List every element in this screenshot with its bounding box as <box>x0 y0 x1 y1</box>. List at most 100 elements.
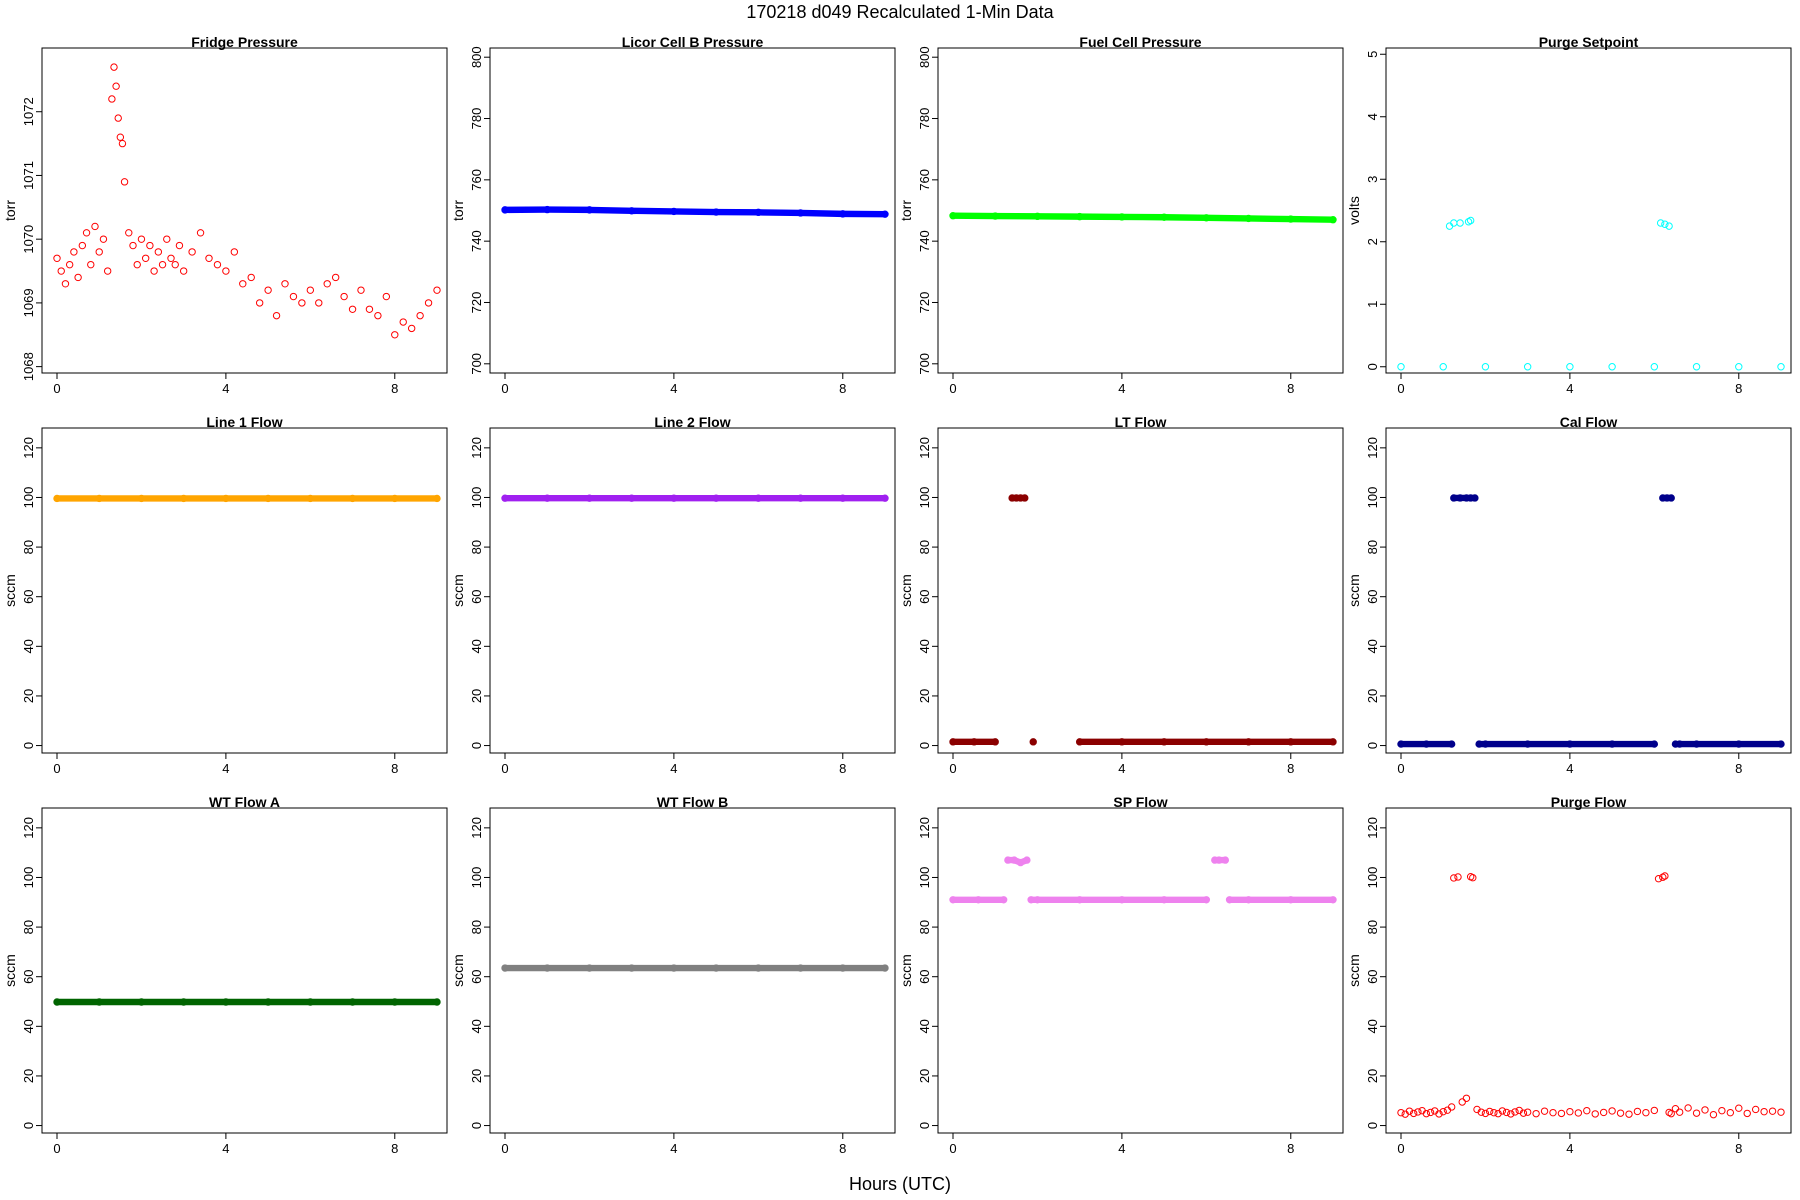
data-point <box>1760 1107 1768 1116</box>
data-point <box>1481 363 1490 371</box>
y-tick-label: 120 <box>1365 437 1380 459</box>
data-point <box>1557 1109 1566 1118</box>
data-point <box>298 299 306 307</box>
data-point <box>1523 363 1532 371</box>
plot-frame <box>489 807 896 1134</box>
x-tick-label: 8 <box>1287 381 1294 396</box>
x-tick-label: 0 <box>53 761 60 776</box>
series-points <box>949 856 1337 904</box>
data-point <box>1462 1094 1471 1102</box>
y-tick-label: 0 <box>1365 742 1380 749</box>
panel-8: Cal Flow 0 20 40 60 80 100 120 0 4 8 sccm <box>1346 414 1792 776</box>
data-point <box>433 286 441 294</box>
y-tick-label: 700 <box>469 353 484 375</box>
y-axis-label: sccm <box>2 574 18 607</box>
data-point <box>116 133 125 141</box>
series-band <box>1160 214 1210 222</box>
y-tick-label: 80 <box>917 920 932 934</box>
data-point <box>1642 1108 1650 1117</box>
data-point <box>1409 1109 1418 1118</box>
y-axis-label: torr <box>898 200 914 221</box>
data-point <box>1751 1105 1760 1114</box>
series-points <box>53 494 441 503</box>
data-point <box>167 254 175 262</box>
y-tick-label: 20 <box>917 1069 932 1083</box>
y-tick-label: 4 <box>1365 113 1380 120</box>
data-point <box>264 286 272 294</box>
panel-title: Purge Setpoint <box>1539 34 1639 50</box>
x-tick-label: 4 <box>1118 1141 1125 1156</box>
panel-title: Line 2 Flow <box>654 414 730 430</box>
data-point <box>1422 1109 1431 1118</box>
y-tick-label: 20 <box>917 689 932 703</box>
data-point <box>65 260 74 269</box>
data-point <box>179 267 188 275</box>
y-tick-label: 60 <box>1365 969 1380 983</box>
y-tick-label: 20 <box>1365 1069 1380 1083</box>
y-tick-label: 120 <box>917 437 932 459</box>
data-point <box>1701 1106 1709 1114</box>
data-point <box>1777 363 1785 371</box>
y-tick-label: 120 <box>469 437 484 459</box>
series-points <box>501 494 889 502</box>
data-point <box>1549 1108 1557 1117</box>
panel-4: Purge Setpoint 0 1 2 3 4 5 0 4 8 volts <box>1346 34 1792 396</box>
y-tick-label: 120 <box>21 437 36 459</box>
y-tick-label: 60 <box>469 589 484 603</box>
data-point <box>1735 1104 1743 1112</box>
data-point <box>424 299 433 307</box>
data-point <box>1735 363 1743 371</box>
plot-frame <box>41 47 448 374</box>
data-point <box>331 273 340 282</box>
y-tick-label: 0 <box>469 742 484 749</box>
x-tick-label: 0 <box>501 1141 508 1156</box>
y-tick-label: 3 <box>1365 176 1380 183</box>
data-point <box>391 331 399 339</box>
x-tick-label: 0 <box>949 1141 956 1156</box>
x-tick-label: 0 <box>1397 761 1404 776</box>
data-point <box>171 260 179 269</box>
data-point <box>1450 874 1458 882</box>
y-tick-label: 60 <box>21 589 36 603</box>
y-tick-label: 20 <box>21 1069 36 1083</box>
plot-frame <box>937 427 1344 754</box>
y-tick-label: 780 <box>469 108 484 130</box>
panel-3: Fuel Cell Pressure 700 720 740 760 780 800 0 4 8 t… <box>898 34 1344 396</box>
x-tick-label: 8 <box>1735 381 1742 396</box>
data-point <box>1405 1107 1414 1115</box>
y-tick-label: 0 <box>469 1122 484 1129</box>
y-axis-label: sccm <box>898 574 914 607</box>
panel-10: WT Flow B 0 20 40 60 80 100 120 0 4 8 sccm <box>450 794 896 1156</box>
series-points <box>501 205 889 218</box>
series-points <box>949 212 1337 224</box>
y-tick-label: 100 <box>21 487 36 509</box>
x-tick-label: 0 <box>1397 1141 1404 1156</box>
y-tick-label: 0 <box>917 742 932 749</box>
data-point <box>382 292 391 301</box>
series-points <box>1397 872 1785 1119</box>
y-tick-label: 20 <box>469 689 484 703</box>
data-point <box>340 292 348 301</box>
x-tick-label: 4 <box>1118 761 1125 776</box>
data-point <box>1540 1107 1549 1115</box>
data-point <box>133 260 141 269</box>
data-point <box>125 229 133 237</box>
data-point <box>1439 363 1447 371</box>
y-tick-label: 800 <box>917 46 932 68</box>
series-band <box>1017 856 1031 866</box>
data-point <box>158 260 167 269</box>
y-tick-label: 40 <box>1365 639 1380 653</box>
panel-9: WT Flow A 0 20 40 60 80 100 120 0 4 8 sccm <box>2 794 448 1156</box>
series-points <box>949 494 1337 746</box>
x-tick-label: 0 <box>949 381 956 396</box>
y-tick-label: 740 <box>917 230 932 252</box>
data-point <box>1726 1108 1735 1117</box>
y-tick-label: 40 <box>1365 1019 1380 1033</box>
data-point <box>141 254 150 262</box>
data-point <box>129 241 137 250</box>
y-tick-label: 1 <box>1365 301 1380 308</box>
data-point <box>1502 1108 1511 1117</box>
data-point <box>154 248 163 256</box>
